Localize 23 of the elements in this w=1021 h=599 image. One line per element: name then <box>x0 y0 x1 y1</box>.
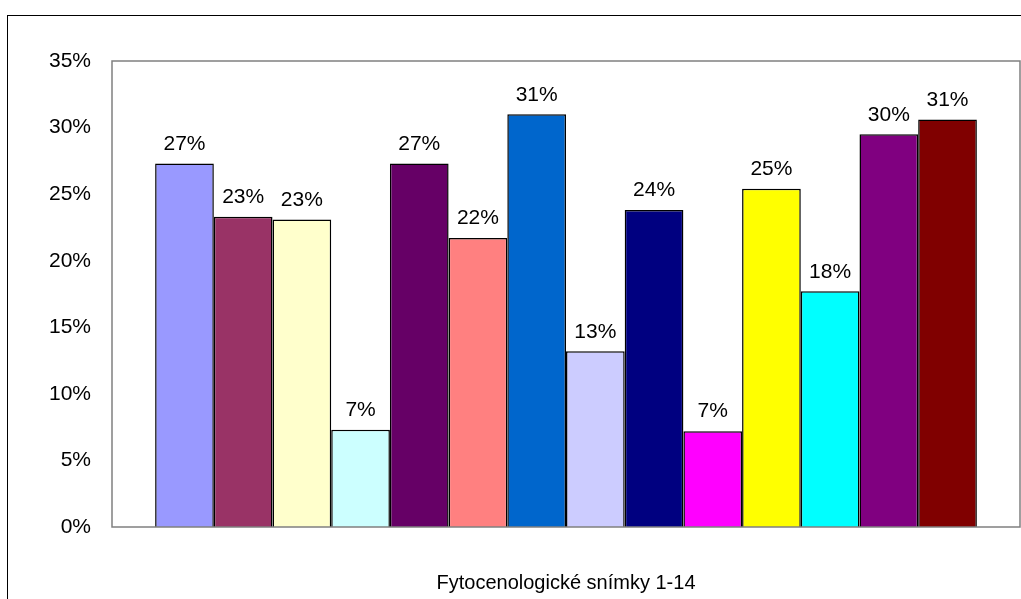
data-label: 22% <box>456 205 499 229</box>
y-tick-label: 35% <box>48 47 91 71</box>
y-tick-label: 25% <box>48 180 91 204</box>
data-label: 31% <box>926 86 969 110</box>
data-label: 7% <box>697 398 728 422</box>
data-label: 27% <box>163 130 206 154</box>
data-label: 24% <box>633 177 676 201</box>
y-tick-label: 5% <box>60 447 91 471</box>
y-tick-label: 15% <box>48 314 91 338</box>
y-tick-label: 30% <box>48 114 91 138</box>
y-tick-label: 10% <box>48 380 91 404</box>
data-label: 27% <box>398 130 441 154</box>
data-label: 23% <box>280 186 323 210</box>
y-tick-label: 20% <box>48 247 91 271</box>
data-label: 30% <box>867 101 910 125</box>
x-axis-title: Fytocenologické snímky 1-14 <box>436 570 696 593</box>
data-label: 7% <box>345 397 376 421</box>
data-label: 18% <box>809 258 852 282</box>
data-label: 23% <box>222 184 265 208</box>
data-label: 13% <box>574 318 617 342</box>
y-tick-label: 0% <box>60 513 91 537</box>
data-label: 25% <box>750 156 793 180</box>
data-label: 31% <box>515 81 558 105</box>
